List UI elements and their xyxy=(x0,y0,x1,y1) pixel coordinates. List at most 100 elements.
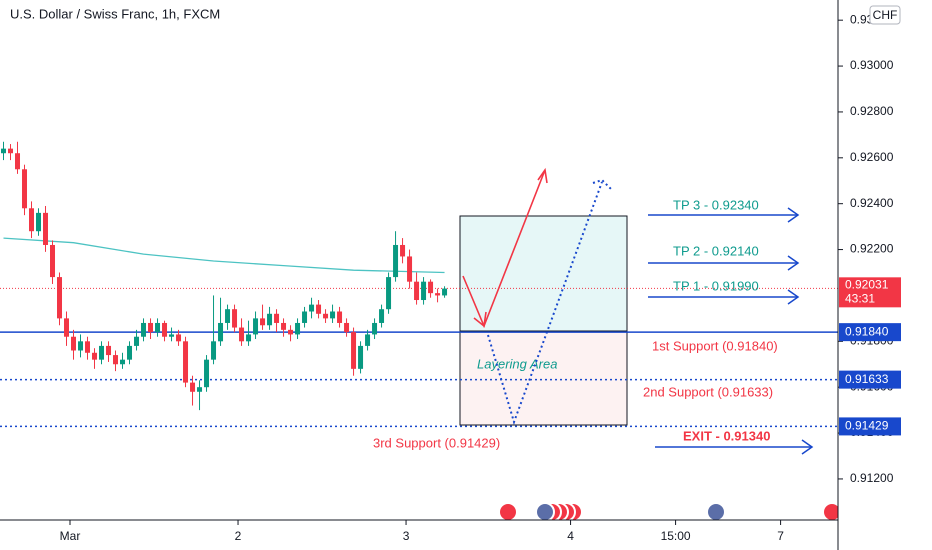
support2-label: 2nd Support (0.91633) xyxy=(643,384,773,399)
event-icons xyxy=(498,502,842,522)
candle-body xyxy=(344,322,350,333)
candle-body xyxy=(337,311,343,323)
chart-title: U.S. Dollar / Swiss Franc, 1h, FXCM xyxy=(10,6,220,21)
candle-body xyxy=(435,293,441,296)
x-tick-label: 4 xyxy=(567,529,574,543)
last-price-label: 0.92031 xyxy=(845,278,889,292)
candle-body xyxy=(106,345,112,356)
candle-body xyxy=(309,304,315,312)
red-arrow-head xyxy=(473,311,487,328)
price-axis-bg xyxy=(838,0,932,550)
candle-body xyxy=(113,355,119,365)
candle-body xyxy=(1,148,7,154)
candle-body xyxy=(8,148,14,154)
x-tick-label: Mar xyxy=(60,529,81,543)
tp1-label: TP 1 - 0.91990 xyxy=(673,278,759,293)
level-label: 0.91840 xyxy=(845,324,889,338)
candle-body xyxy=(288,329,294,335)
currency-badge xyxy=(869,5,901,25)
candle-body xyxy=(127,345,133,360)
candle-body xyxy=(295,322,301,335)
candle-body xyxy=(190,382,196,392)
support3-label: 3rd Support (0.91429) xyxy=(373,435,500,450)
exit-label: EXIT - 0.91340 xyxy=(683,428,770,443)
blue-path xyxy=(487,181,603,426)
candle-body xyxy=(442,288,448,296)
level-label: 0.91633 xyxy=(845,372,889,386)
support1-label: 1st Support (0.91840) xyxy=(652,338,778,353)
y-tick-label: 0.92600 xyxy=(850,150,894,164)
candle-body xyxy=(92,352,98,360)
y-tick-label: 0.92200 xyxy=(850,242,894,256)
candle-body xyxy=(351,332,357,369)
candle-body xyxy=(225,309,231,323)
candle-body xyxy=(253,318,259,335)
candle-body xyxy=(169,334,175,337)
level-badge xyxy=(839,370,901,389)
x-tick-label: 7 xyxy=(777,529,784,543)
candle-body xyxy=(78,341,84,351)
candle-body xyxy=(29,208,35,232)
candle-body xyxy=(57,277,63,319)
candle-body xyxy=(386,277,392,310)
candle-body xyxy=(218,322,224,342)
candle-body xyxy=(176,334,182,342)
candle-body xyxy=(85,341,91,353)
candle-body xyxy=(148,322,154,333)
candle-body xyxy=(99,345,105,360)
x-tick-label: 15:00 xyxy=(661,529,691,543)
candle-body xyxy=(141,322,147,337)
candle-body xyxy=(316,304,322,314)
x-tick-label: 3 xyxy=(403,529,410,543)
candle-body xyxy=(379,309,385,323)
candle-body xyxy=(281,322,287,330)
red-arrow-head xyxy=(537,167,548,184)
tp3-label: TP 3 - 0.92340 xyxy=(673,197,759,212)
candle-body xyxy=(267,313,273,326)
candle-body xyxy=(162,322,168,337)
candle-body xyxy=(428,281,434,294)
layering-box xyxy=(459,330,628,426)
candle-body xyxy=(36,212,42,232)
candle-body xyxy=(155,322,161,333)
zone-label: Layering Area xyxy=(477,356,557,371)
candle-body xyxy=(260,318,266,326)
candle-body xyxy=(71,336,77,351)
candle-body xyxy=(239,327,245,342)
candle-body xyxy=(407,256,413,282)
candle-body xyxy=(134,336,140,346)
candle-body xyxy=(246,334,252,342)
target-box xyxy=(459,215,628,332)
candle-body xyxy=(302,311,308,323)
tp-arrows xyxy=(648,207,814,455)
countdown: 43:31 xyxy=(845,292,875,306)
y-tick-label: 0.92800 xyxy=(850,104,894,118)
tp2-label: TP 2 - 0.92140 xyxy=(673,243,759,258)
candle-body xyxy=(211,341,217,360)
candle-body xyxy=(323,313,329,319)
x-tick-label: 2 xyxy=(235,529,242,543)
candle-body xyxy=(64,318,70,337)
candle-body xyxy=(358,345,364,369)
candle-body xyxy=(274,313,280,323)
candle-body xyxy=(232,309,238,328)
candle-body xyxy=(421,281,427,301)
level-badge xyxy=(839,323,901,342)
level-label: 0.91429 xyxy=(845,419,889,433)
candle-body xyxy=(414,281,420,301)
currency: CHF xyxy=(873,8,898,22)
candle-body xyxy=(15,153,21,170)
candle-body xyxy=(50,244,56,278)
candle-body xyxy=(197,387,203,392)
candle-body xyxy=(393,244,399,278)
level-badge xyxy=(839,417,901,436)
y-tick-label: 0.92400 xyxy=(850,196,894,210)
candle-body xyxy=(204,359,210,388)
last-price-badge xyxy=(839,277,901,308)
y-tick-label: 0.91200 xyxy=(850,471,894,485)
candle-body xyxy=(365,334,371,346)
candle-body xyxy=(183,341,189,383)
candle-body xyxy=(330,311,336,319)
